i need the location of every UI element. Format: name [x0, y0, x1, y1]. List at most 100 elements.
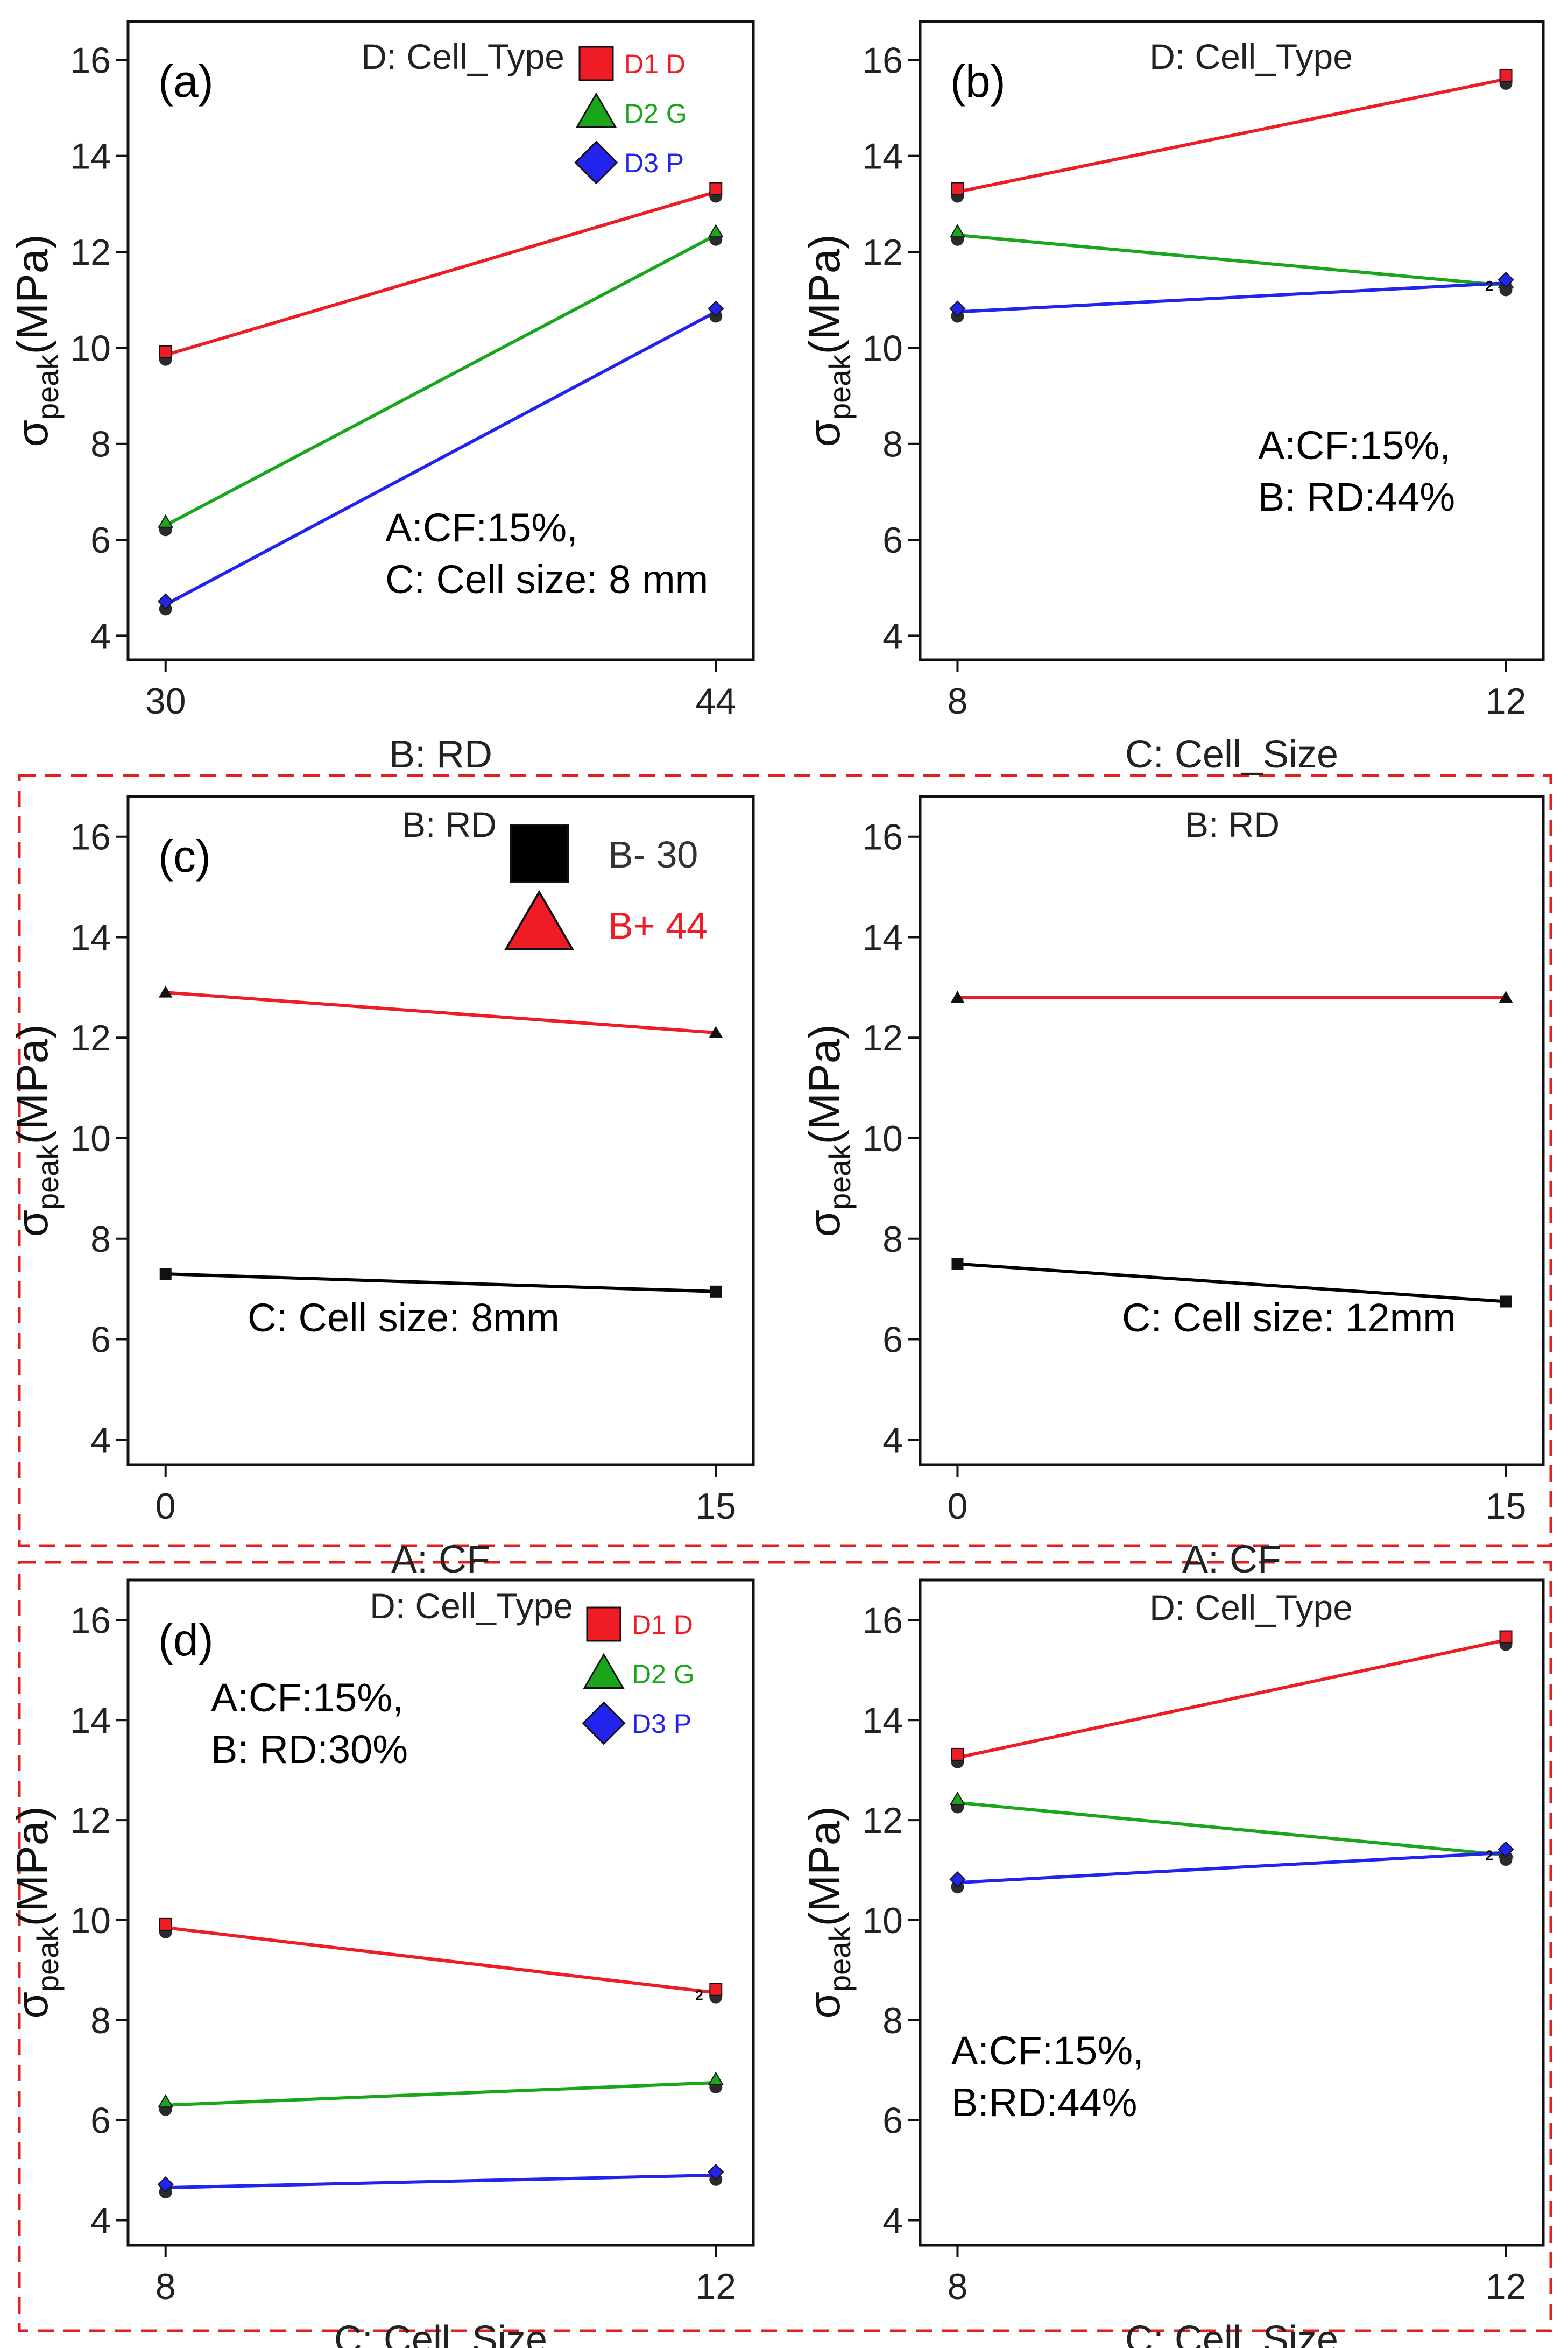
y-tick-label: 8 [882, 1219, 903, 1260]
x-tick-label: 0 [156, 1486, 176, 1527]
legend-label: B- 30 [608, 834, 698, 876]
series-line-d1-d [957, 77, 1507, 194]
plot-frame [919, 795, 1545, 1466]
series-line-d3-p [165, 310, 717, 607]
data-point [951, 1747, 964, 1761]
legend-marker-triangle [583, 1653, 625, 1689]
series-line-d3-p [957, 1851, 1506, 1885]
data-point [1499, 69, 1513, 83]
y-tick-label: 14 [862, 1700, 903, 1741]
factor-title: B: RD [1185, 805, 1280, 844]
series-line-d2-g [165, 234, 717, 527]
data-point [158, 985, 173, 998]
y-tick-label: 14 [70, 917, 111, 958]
x-tick-label: 15 [695, 1486, 736, 1527]
factor-title: B: RD [402, 805, 497, 844]
y-tick-label: 8 [90, 424, 111, 465]
data-point [951, 1258, 964, 1270]
y-axis-label: σpeak(MPa) [800, 1806, 857, 2019]
x-tick-label: 8 [948, 681, 968, 722]
annotation-text: A:CF:15%, [951, 2028, 1144, 2073]
y-tick-label: 8 [90, 2000, 111, 2041]
series-line-b-44 [165, 991, 716, 1034]
panel-label: (c) [158, 831, 211, 882]
plot-frame [919, 1578, 1545, 2247]
y-tick-label: 16 [862, 817, 903, 858]
annotation-text: A:CF:15%, [385, 505, 578, 550]
legend: B- 30 B+ 44 [504, 824, 708, 950]
y-tick-label: 8 [882, 424, 903, 465]
data-point [159, 345, 172, 358]
legend: D1 D D2 G D3 P [574, 46, 687, 185]
series-line-d2-g [165, 2081, 716, 2107]
series-line-d2-g [957, 233, 1506, 287]
y-tick-label: 12 [70, 232, 111, 273]
y-tick-label: 4 [882, 2201, 903, 2241]
legend-marker-square [578, 46, 614, 81]
x-tick-label: 15 [1486, 1486, 1527, 1527]
x-tick-label: 0 [948, 1486, 968, 1527]
y-tick-label: 16 [70, 1600, 111, 1641]
data-point [951, 182, 964, 195]
y-axis-label: σpeak(MPa) [8, 1024, 65, 1237]
annotation-text: C: Cell size: 8mm [248, 1295, 560, 1340]
plot-frame [126, 20, 755, 661]
series-line-d1-d [957, 1638, 1507, 1759]
data-point [1498, 271, 1514, 288]
annotation-text: C: Cell size: 8 mm [385, 557, 708, 602]
data-point [159, 1268, 172, 1280]
legend-label: D1 D [632, 1610, 693, 1640]
y-tick-label: 8 [90, 1219, 111, 1260]
y-tick-label: 6 [90, 2100, 111, 2141]
group-box-c [18, 774, 1552, 1547]
data-point [949, 300, 966, 317]
annotation-text: A:CF:15%, [1258, 423, 1451, 468]
x-axis-label: B: RD [389, 733, 492, 776]
y-tick-label: 12 [862, 232, 903, 273]
y-tick-label: 6 [90, 520, 111, 561]
data-point [708, 300, 724, 317]
y-tick-label: 16 [862, 40, 903, 81]
overlap-count-label: 2 [695, 1987, 703, 2004]
data-point [1498, 1841, 1514, 1858]
series-line-d1-d [165, 190, 717, 357]
x-tick-label: 8 [156, 2266, 176, 2307]
y-axis-label: σpeak(MPa) [8, 1806, 65, 2019]
y-tick-label: 8 [882, 2000, 903, 2041]
panel-label: (a) [158, 56, 214, 107]
series-line-b-30 [957, 1262, 1506, 1303]
x-tick-label: 12 [1486, 2266, 1527, 2307]
series-line-b-30 [165, 1272, 716, 1293]
data-point [1500, 1295, 1512, 1308]
legend: D1 D D2 G D3 P [582, 1606, 695, 1745]
y-tick-label: 4 [90, 1420, 111, 1461]
x-axis-label: C: Cell_Size [334, 2318, 547, 2348]
annotation-text: B: RD:44% [1258, 475, 1455, 519]
data-point [157, 593, 174, 610]
x-axis-label: A: CF [391, 1538, 490, 1581]
group-box-d [18, 1561, 1552, 2332]
chart-c2: 4 6 8 10 12 14 16 0 15 A: CF σpeak(MPa) B: RD C: Cel… [800, 795, 1545, 1581]
legend-label: B+ 44 [608, 905, 708, 947]
panel-label: (d) [158, 1614, 214, 1665]
legend-marker-triangle [575, 92, 617, 129]
x-tick-label: 12 [695, 2266, 736, 2307]
chart-b: 4 6 8 10 12 14 16 8 12 C: Cell_Size σpeak(MPa) D: C… [800, 20, 1545, 776]
y-tick-label: 12 [70, 1800, 111, 1841]
data-point [708, 2071, 724, 2085]
data-point [949, 1871, 966, 1888]
legend-marker-diamond [574, 140, 618, 185]
y-tick-label: 12 [862, 1800, 903, 1841]
series-line-d1-d [165, 1926, 716, 1994]
data-point [1499, 990, 1513, 1003]
x-axis-label: C: Cell_Size [1125, 733, 1338, 776]
overlap-count-label: 2 [1486, 278, 1493, 294]
data-point [159, 1917, 172, 1931]
x-axis-label: A: CF [1182, 1538, 1281, 1581]
x-tick-label: 44 [695, 681, 736, 722]
annotation-text: A:CF:15%, [211, 1675, 404, 1720]
series-line-d2-g [957, 1801, 1506, 1857]
y-tick-label: 10 [862, 1900, 903, 1941]
data-point [710, 1285, 722, 1298]
